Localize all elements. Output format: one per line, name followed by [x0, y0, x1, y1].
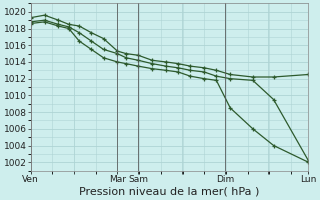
- X-axis label: Pression niveau de la mer( hPa ): Pression niveau de la mer( hPa ): [79, 187, 260, 197]
